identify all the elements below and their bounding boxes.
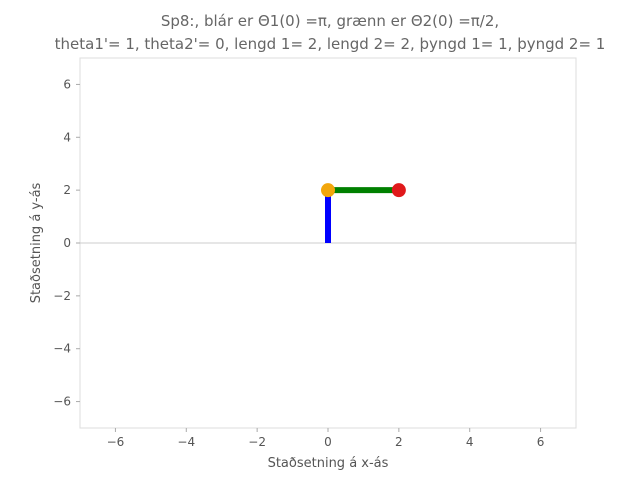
series-layer	[325, 187, 399, 243]
y-tick-label: −4	[53, 342, 71, 356]
chart-title-line-1: Sp8:, blár er Θ1(0) =π, grænn er Θ2(0) =…	[161, 12, 499, 30]
x-tick-label: 6	[537, 435, 545, 449]
x-tick-label: 2	[395, 435, 403, 449]
y-tick-label: 0	[63, 236, 71, 250]
y-tick-label: −6	[53, 395, 71, 409]
pendulum-bob-2	[391, 183, 406, 198]
y-tick-layer: −6 −4 −2 0 2 4 6	[53, 77, 80, 409]
x-axis-label: Staðsetning á x-ás	[268, 456, 389, 471]
x-tick-layer: −6 −4 −2 0 2 4 6	[107, 428, 545, 449]
x-tick-label: −4	[177, 435, 195, 449]
y-tick-label: 2	[63, 183, 71, 197]
marker-layer	[321, 183, 406, 198]
y-tick-label: 6	[63, 77, 71, 91]
chart-title-line-2: theta1'= 1, theta2'= 0, lengd 1= 2, leng…	[55, 35, 606, 53]
x-tick-label: 4	[466, 435, 474, 449]
y-tick-label: −2	[53, 289, 71, 303]
y-tick-label: 4	[63, 130, 71, 144]
y-axis-label: Staðsetning á y-ás	[29, 182, 44, 303]
x-tick-label: −6	[107, 435, 125, 449]
x-tick-label: −2	[248, 435, 266, 449]
x-tick-label: 0	[324, 435, 332, 449]
pendulum-bob-1	[321, 183, 335, 198]
